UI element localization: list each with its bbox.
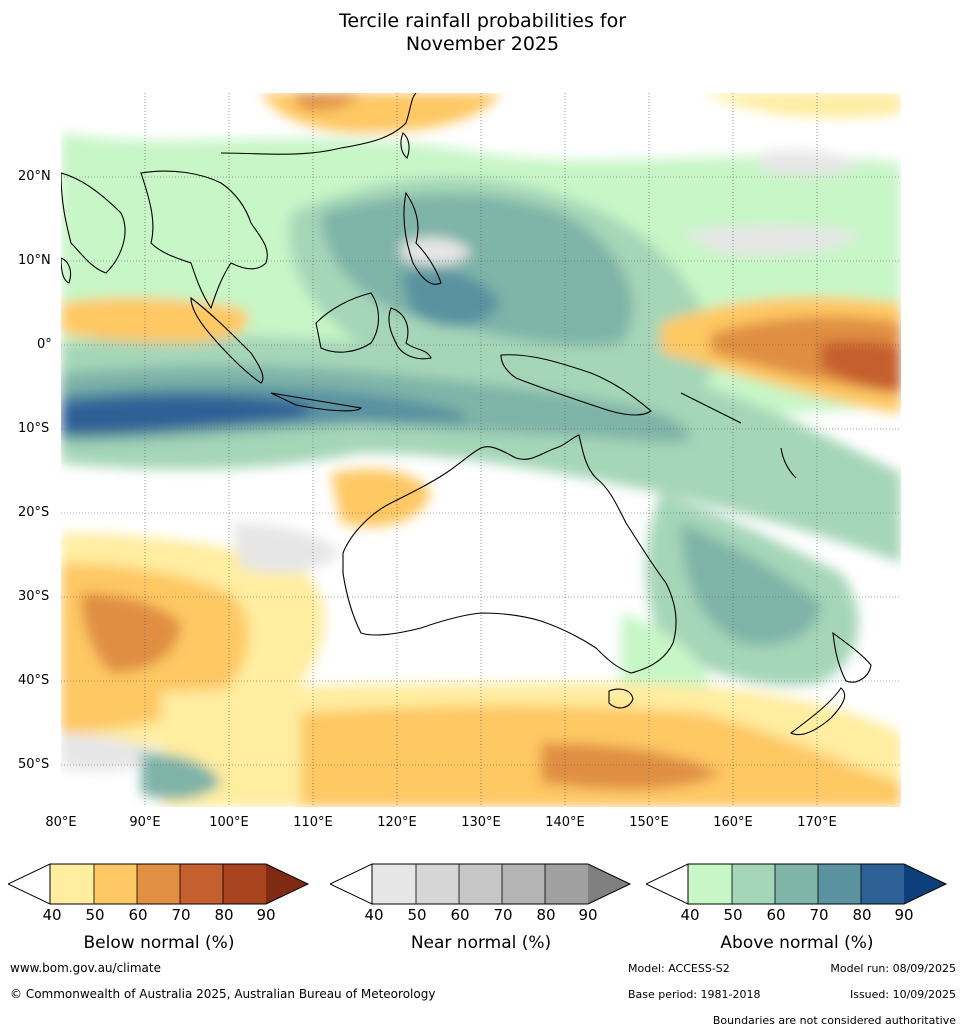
near-normal-colorbar: [330, 863, 632, 905]
lat-label-30s: 30°S: [18, 589, 50, 604]
pacific-islands-coastline: [680, 392, 797, 479]
near-normal-swatch: [372, 864, 416, 904]
near-tick: 50: [407, 906, 427, 924]
near-tick: 40: [364, 906, 384, 924]
lon-label-100e: 100°E: [209, 815, 249, 830]
boundaries-note: Boundaries are not considered authoritat…: [712, 1014, 956, 1027]
lon-label-130e: 130°E: [461, 815, 501, 830]
below-normal-over-triangle: [266, 864, 308, 904]
australia-coastline: [342, 434, 677, 674]
above-normal-swatch: [732, 864, 775, 904]
above-tick: 50: [723, 906, 743, 924]
below-normal-swatch: [137, 864, 180, 904]
below-normal-swatch: [94, 864, 137, 904]
below-normal-swatch: [223, 864, 266, 904]
below-tick: 40: [42, 906, 62, 924]
website-text: www.bom.gov.au/climate: [10, 961, 161, 975]
rainfall-probability-map: [61, 93, 901, 807]
below-tick: 90: [256, 906, 276, 924]
above-tick: 60: [766, 906, 786, 924]
lat-label-50s: 50°S: [18, 757, 50, 772]
lat-label-10s: 10°S: [18, 421, 50, 436]
near-normal-swatch: [502, 864, 545, 904]
near-normal-under-triangle: [330, 863, 373, 905]
above-normal-swatch: [861, 864, 904, 904]
near-normal-title: Near normal (%): [410, 933, 552, 953]
above-normal-swatch: [775, 864, 818, 904]
above-normal-swatch: [688, 864, 732, 904]
philippines-coastline: [403, 191, 442, 285]
above-normal-under-triangle: [646, 863, 689, 905]
near-normal-swatch: [545, 864, 588, 904]
below-normal-swatch: [50, 864, 94, 904]
above-tick: 80: [852, 906, 872, 924]
above-normal-over-triangle: [904, 864, 946, 904]
china-coastline: [220, 93, 417, 155]
graticule: [61, 93, 901, 807]
below-tick: 50: [85, 906, 105, 924]
sri-lanka-coastline: [61, 257, 72, 284]
title-line-1: Tercile rainfall probabilities for: [338, 10, 627, 32]
lon-label-150e: 150°E: [629, 815, 669, 830]
above-tick: 40: [680, 906, 700, 924]
below-normal-colorbar: [8, 863, 310, 905]
lon-label-80e: 80°E: [45, 815, 77, 830]
lon-label-120e: 120°E: [377, 815, 417, 830]
se-asia-coastline: [140, 170, 268, 310]
sumatra-coastline: [190, 296, 264, 384]
coastlines: [61, 93, 872, 736]
below-tick: 80: [214, 906, 234, 924]
near-normal-swatch: [416, 864, 459, 904]
lat-label-20s: 20°S: [18, 505, 50, 520]
probability-shading: [61, 93, 901, 807]
nz-north-coastline: [832, 631, 872, 683]
above-normal-title: Above normal (%): [720, 933, 874, 953]
lat-label-40s: 40°S: [18, 673, 50, 688]
near-tick: 70: [493, 906, 513, 924]
nz-south-coastline: [789, 687, 846, 736]
taiwan-coastline: [400, 132, 410, 159]
borneo-coastline: [315, 292, 380, 353]
lat-label-0: 0°: [37, 337, 52, 352]
lon-label-140e: 140°E: [545, 815, 585, 830]
lon-label-170e: 170°E: [797, 815, 837, 830]
copyright-text: © Commonwealth of Australia 2025, Austra…: [10, 987, 436, 1001]
lon-label-90e: 90°E: [129, 815, 161, 830]
base-period-text: Base period: 1981-2018: [628, 988, 761, 1001]
below-tick: 70: [171, 906, 191, 924]
lat-label-20n: 20°N: [18, 169, 51, 184]
sulawesi-coastline: [388, 307, 432, 360]
lat-label-10n: 10°N: [18, 253, 51, 268]
title-line-2: November 2025: [405, 33, 560, 55]
above-tick: 90: [894, 906, 914, 924]
tasmania-coastline: [608, 688, 634, 709]
india-coastline: [61, 172, 126, 274]
below-normal-swatch: [180, 864, 223, 904]
near-tick: 80: [536, 906, 556, 924]
model-text: Model: ACCESS-S2: [628, 962, 730, 975]
near-tick: 90: [578, 906, 598, 924]
above-tick: 70: [809, 906, 829, 924]
near-tick: 60: [450, 906, 470, 924]
new-guinea-coastline: [500, 354, 652, 416]
below-normal-under-triangle: [8, 863, 51, 905]
above-normal-colorbar: [646, 863, 948, 905]
issued-text: Issued: 10/09/2025: [849, 988, 956, 1001]
model-run-text: Model run: 08/09/2025: [830, 962, 956, 975]
java-coastline: [270, 392, 363, 412]
map-title: Tercile rainfall probabilities for Novem…: [0, 10, 965, 56]
near-normal-over-triangle: [588, 864, 630, 904]
above-normal-swatch: [818, 864, 861, 904]
lon-label-110e: 110°E: [293, 815, 333, 830]
below-normal-title: Below normal (%): [83, 933, 235, 953]
lon-label-160e: 160°E: [713, 815, 753, 830]
near-normal-swatch: [459, 864, 502, 904]
below-tick: 60: [128, 906, 148, 924]
